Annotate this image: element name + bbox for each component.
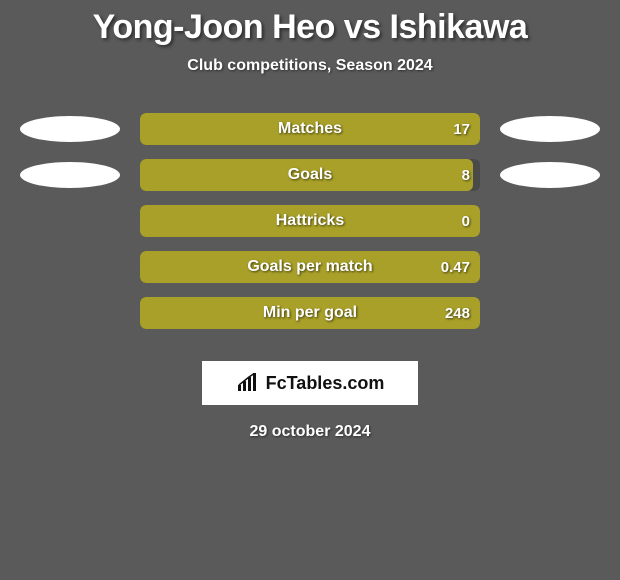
stat-label: Goals <box>140 159 480 191</box>
stat-value: 17 <box>453 113 470 145</box>
stat-bar: Goals8 <box>140 159 480 191</box>
bar-chart-icon <box>236 373 260 393</box>
stat-value: 0 <box>462 205 470 237</box>
stat-value: 248 <box>445 297 470 329</box>
stats-rows: Matches17 Goals8 Hattricks0 Goals per match… <box>0 113 620 329</box>
stat-bar: Min per goal248 <box>140 297 480 329</box>
stat-label: Min per goal <box>140 297 480 329</box>
stat-row: Matches17 <box>0 113 620 145</box>
stat-label: Matches <box>140 113 480 145</box>
avatar-ellipse <box>20 116 120 142</box>
page-title: Yong-Joon Heo vs Ishikawa <box>0 8 620 47</box>
logo-box[interactable]: FcTables.com <box>202 361 418 405</box>
player-left-avatar <box>10 159 130 191</box>
stat-label: Hattricks <box>140 205 480 237</box>
stat-row: Min per goal248 <box>0 297 620 329</box>
player-left-avatar <box>10 297 130 329</box>
player-right-avatar <box>490 159 610 191</box>
comparison-card: Yong-Joon Heo vs Ishikawa Club competiti… <box>0 0 620 441</box>
stat-label: Goals per match <box>140 251 480 283</box>
stat-row: Goals8 <box>0 159 620 191</box>
stat-value: 8 <box>462 159 470 191</box>
avatar-ellipse <box>500 116 600 142</box>
player-right-avatar <box>490 205 610 237</box>
avatar-ellipse <box>20 162 120 188</box>
player-right-avatar <box>490 251 610 283</box>
stat-row: Goals per match0.47 <box>0 251 620 283</box>
avatar-ellipse <box>500 162 600 188</box>
logo-text: FcTables.com <box>266 373 385 394</box>
player-left-avatar <box>10 113 130 145</box>
generated-date: 29 october 2024 <box>0 423 620 441</box>
stat-value: 0.47 <box>441 251 470 283</box>
page-subtitle: Club competitions, Season 2024 <box>0 57 620 75</box>
player-left-avatar <box>10 251 130 283</box>
player-left-avatar <box>10 205 130 237</box>
stat-bar: Goals per match0.47 <box>140 251 480 283</box>
stat-bar: Hattricks0 <box>140 205 480 237</box>
player-right-avatar <box>490 113 610 145</box>
stat-row: Hattricks0 <box>0 205 620 237</box>
player-right-avatar <box>490 297 610 329</box>
stat-bar: Matches17 <box>140 113 480 145</box>
